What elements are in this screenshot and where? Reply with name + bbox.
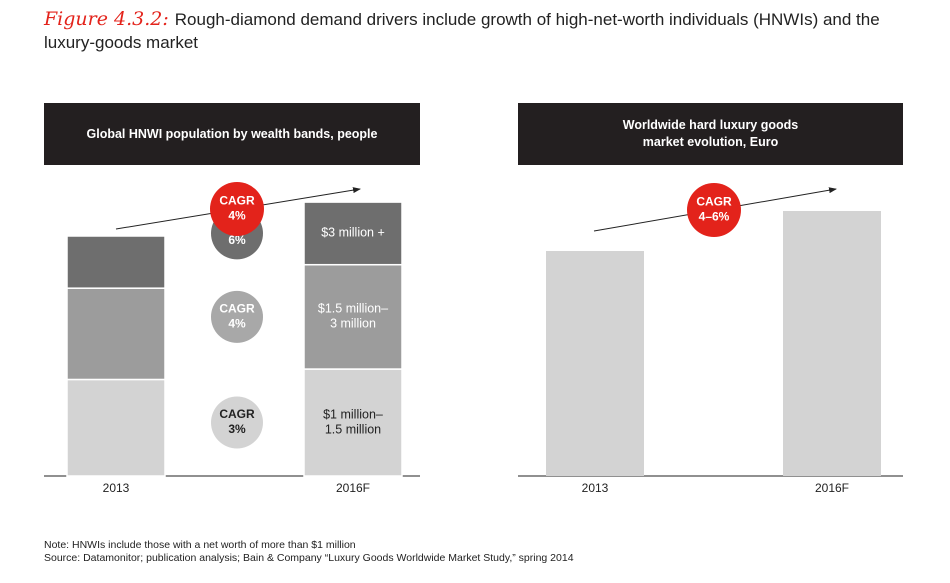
overall-cagr-label-right: CAGR 4–6% [696,195,732,224]
hnwi-bar-segment-2013-1 [66,287,166,381]
left-chart-header: Global HNWI population by wealth bands, … [44,103,420,165]
figure-label: Figure 4.3.2: [44,8,169,30]
cagr-circle-1 [211,290,263,343]
luxury-bar-2013 [546,251,644,476]
luxury-bar-2016F [783,211,881,476]
footnote-note: Note: HNWIs include those with a net wor… [44,539,356,551]
segment-label-0: $1 million– 1.5 million [323,407,383,436]
right-x-tick-1: 2016F [815,481,849,495]
segment-label-2: $3 million + [321,226,385,240]
cagr-label-1: CAGR 4% [219,302,255,331]
segment-label-1: $1.5 million– 3 million [318,302,388,331]
left-x-tick-0: 2013 [103,481,130,495]
left-chart-title: Global HNWI population by wealth bands, … [86,126,378,141]
right-chart-header: Worldwide hard luxury goods market evolut… [518,103,903,165]
overall-cagr-circle-left [210,182,264,236]
hnwi-bar-segment-2016F-0 [303,368,403,477]
overall-cagr-circle-right [687,183,741,237]
right-x-tick-0: 2013 [582,481,609,495]
cagr-label-0: CAGR 3% [219,407,255,436]
footnote-source: Source: Datamonitor; publication analysi… [44,552,574,564]
right-chart-title: Worldwide hard luxury goods market evolut… [622,118,799,149]
hnwi-bar-segment-2013-0 [66,378,166,477]
figure-title-text: Rough-diamond demand drivers include gro… [44,10,880,52]
left-x-tick-1: 2016F [336,481,370,495]
cagr-circle-0 [211,396,263,449]
figure-title: Figure 4.3.2: Rough-diamond demand driver… [44,8,924,54]
hnwi-bar-segment-2016F-2 [303,201,403,266]
overall-cagr-label-left: CAGR 4% [219,194,255,223]
hnwi-bar-segment-2016F-1 [303,263,403,370]
hnwi-bar-segment-2013-2 [66,235,166,289]
